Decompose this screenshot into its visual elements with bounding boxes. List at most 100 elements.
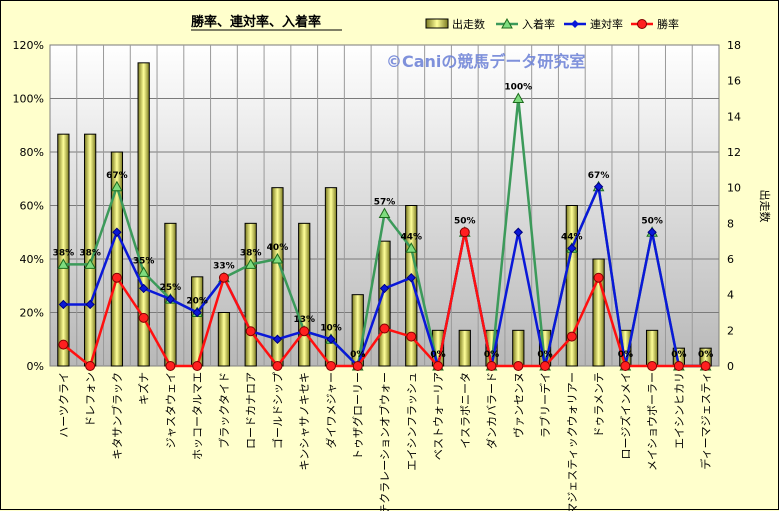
data-point xyxy=(165,294,176,304)
data-point xyxy=(84,258,96,269)
bar xyxy=(110,151,124,367)
data-point xyxy=(111,272,122,283)
category-label: キタサンブラック xyxy=(110,372,124,460)
data-label: 0% xyxy=(350,350,365,360)
data-point xyxy=(244,258,257,269)
category-label: イスラボニータ xyxy=(459,372,472,449)
data-point xyxy=(192,307,202,318)
data-point xyxy=(325,361,336,371)
category-label: エイシンヒカリ xyxy=(673,372,686,449)
gridlines xyxy=(50,44,719,366)
legend-label: 連対率 xyxy=(590,17,623,31)
data-point xyxy=(352,361,363,371)
data-point xyxy=(112,227,122,237)
data-label: 44% xyxy=(400,232,422,242)
data-label: 44% xyxy=(561,232,583,242)
data-label: 57% xyxy=(374,198,396,208)
data-point xyxy=(405,242,418,253)
category-label: テクラレーションオブウォー xyxy=(378,372,392,511)
data-label: 0% xyxy=(671,350,686,360)
bar xyxy=(512,329,525,367)
bar xyxy=(405,205,418,367)
legend-label: 出走数 xyxy=(452,17,485,31)
left-tick-label: 20% xyxy=(20,307,44,320)
data-point xyxy=(433,361,444,371)
left-tick-label: 80% xyxy=(20,146,44,159)
category-label: ヴァンセンヌ xyxy=(511,372,525,438)
data-point xyxy=(647,361,658,371)
data-point xyxy=(513,361,524,371)
data-point xyxy=(379,283,390,294)
data-label: 0% xyxy=(618,350,633,360)
left-tick-label: 120% xyxy=(13,39,44,52)
left-axis-ticks: 0% 20% 40% 60% 80% 100% 120% xyxy=(13,39,44,373)
right-axis-ticks: 0 2 4 6 8 10 12 14 16 18 xyxy=(727,39,741,373)
data-point xyxy=(486,361,497,371)
left-tick-label: 40% xyxy=(20,253,44,266)
data-point xyxy=(245,326,256,337)
bar xyxy=(217,312,231,367)
data-label: 33% xyxy=(213,262,235,272)
bar xyxy=(244,222,257,367)
legend-marker xyxy=(571,20,579,28)
data-point xyxy=(85,361,96,371)
bar xyxy=(298,222,311,367)
legend-label: 入着率 xyxy=(522,17,555,31)
category-label: ドレフォン xyxy=(84,372,97,427)
data-point xyxy=(647,227,657,237)
data-label: 38% xyxy=(240,248,262,258)
data-label: 67% xyxy=(588,171,610,181)
category-label: ドゥラメンテ xyxy=(593,372,606,438)
right-tick-label: 14 xyxy=(727,110,741,123)
line-series xyxy=(57,92,712,371)
data-point xyxy=(406,331,417,342)
right-tick-label: 4 xyxy=(727,289,734,302)
data-label: 0% xyxy=(698,350,713,360)
data-point xyxy=(459,227,470,238)
right-tick-label: 8 xyxy=(727,217,734,230)
data-label: 40% xyxy=(267,243,289,253)
data-point xyxy=(58,299,69,310)
right-tick-label: 16 xyxy=(727,75,741,88)
data-point xyxy=(593,272,604,283)
category-label: ゴールドシップ xyxy=(270,372,284,449)
data-point xyxy=(138,312,149,323)
right-tick-label: 0 xyxy=(727,360,734,373)
category-label: ダンカバラード xyxy=(485,372,499,449)
bar xyxy=(57,133,70,367)
right-tick-label: 10 xyxy=(727,182,741,195)
category-label: ブラックタイド xyxy=(217,372,231,449)
data-point xyxy=(192,361,203,371)
right-tick-label: 6 xyxy=(727,253,734,266)
right-axis-label: 出走数 xyxy=(758,190,772,223)
data-point xyxy=(272,361,283,371)
data-point xyxy=(673,361,684,371)
data-point xyxy=(379,323,390,334)
category-label: ハーツクライ xyxy=(57,372,70,438)
data-point xyxy=(57,258,70,269)
data-label: 50% xyxy=(641,216,663,226)
data-point xyxy=(271,252,284,264)
data-label: 0% xyxy=(484,350,499,360)
right-tick-label: 2 xyxy=(727,324,734,337)
right-tick-label: 18 xyxy=(727,39,741,52)
data-label: 38% xyxy=(53,248,75,258)
data-point xyxy=(326,334,336,344)
left-tick-label: 100% xyxy=(13,93,44,106)
data-point xyxy=(137,266,150,277)
category-label: ホッコータルマエ xyxy=(191,372,204,460)
category-label: ジャスタウェイ xyxy=(164,372,177,448)
category-label: ダイワメジャー xyxy=(324,372,338,448)
data-point xyxy=(513,227,524,237)
data-point xyxy=(567,243,577,254)
data-point xyxy=(593,182,604,192)
category-label: ラブリーデイ xyxy=(538,372,552,438)
bar xyxy=(458,329,471,367)
category-labels: ハーツクライ ドレフォン キタサンブラック キズナ ジャスタウェイ ホッコータルマエ ブラッ… xyxy=(57,372,712,511)
legend: 出走数 入着率 連対率 勝率 xyxy=(425,17,679,31)
left-tick-label: 60% xyxy=(20,200,44,213)
data-point xyxy=(272,334,283,344)
data-point xyxy=(540,361,551,371)
data-point xyxy=(138,283,149,294)
data-label: 0% xyxy=(537,350,552,360)
